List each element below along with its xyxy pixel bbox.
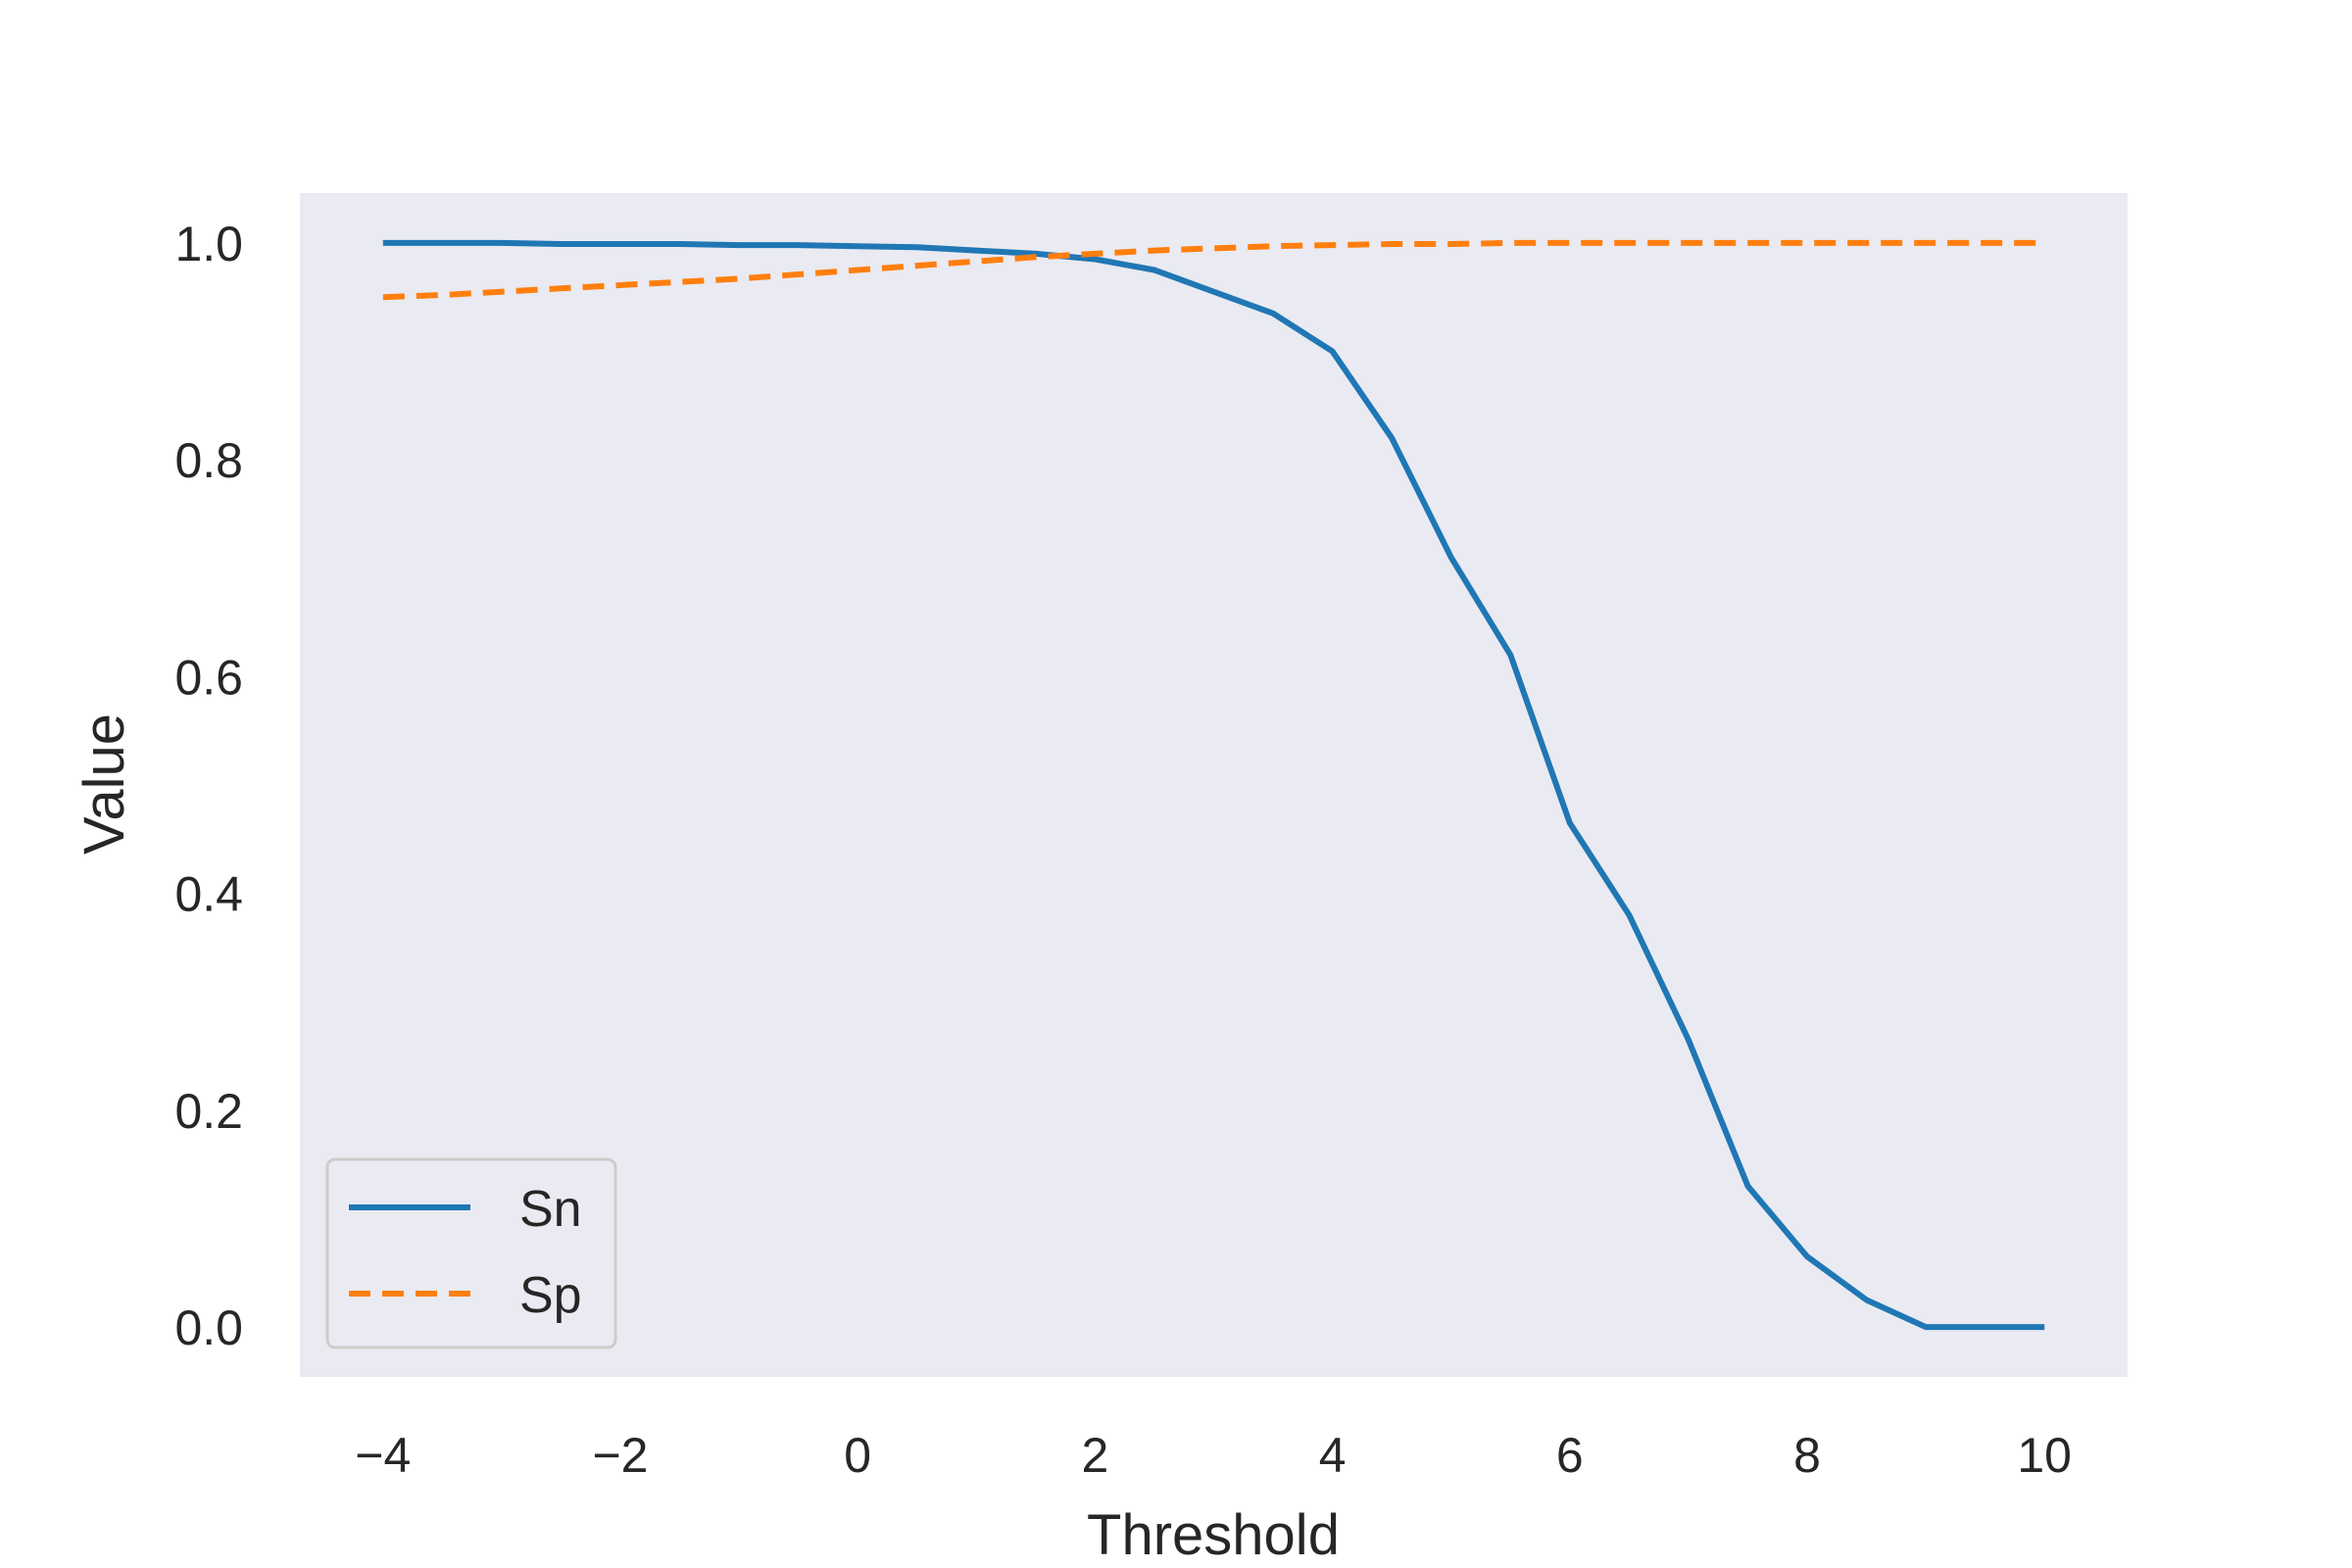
- legend: Sn Sp: [325, 1157, 617, 1349]
- x-tick-label: 6: [1556, 1428, 1584, 1483]
- series-line-sn: [382, 239, 2045, 1331]
- y-tick-label: 0.8: [174, 433, 243, 488]
- x-tick-label: 10: [2017, 1428, 2072, 1483]
- y-axis-label: Value: [73, 713, 136, 855]
- x-tick-label: 8: [1793, 1428, 1821, 1483]
- x-tick-label: 4: [1319, 1428, 1347, 1483]
- series-layer: [382, 239, 2045, 1331]
- y-tick-label: 1.0: [174, 217, 243, 271]
- legend-label-sp: Sp: [519, 1267, 582, 1324]
- y-axis-ticks: 0.0 0.2 0.4 0.6 0.8 1.0: [174, 217, 243, 1355]
- y-tick-label: 0.2: [174, 1084, 243, 1139]
- x-axis-label: Threshold: [1087, 1503, 1340, 1567]
- y-tick-label: 0.4: [174, 867, 243, 922]
- x-tick-label: 0: [844, 1428, 871, 1483]
- x-tick-label: −4: [355, 1428, 411, 1483]
- y-tick-label: 0.0: [174, 1300, 243, 1355]
- x-axis-ticks: −4 −2 0 2 4 6 8 10: [355, 1428, 2072, 1483]
- y-tick-label: 0.6: [174, 650, 243, 705]
- x-tick-label: 2: [1081, 1428, 1108, 1483]
- legend-label-sn: Sn: [519, 1181, 582, 1238]
- series-line-sp: [382, 239, 2045, 301]
- x-tick-label: −2: [592, 1428, 648, 1483]
